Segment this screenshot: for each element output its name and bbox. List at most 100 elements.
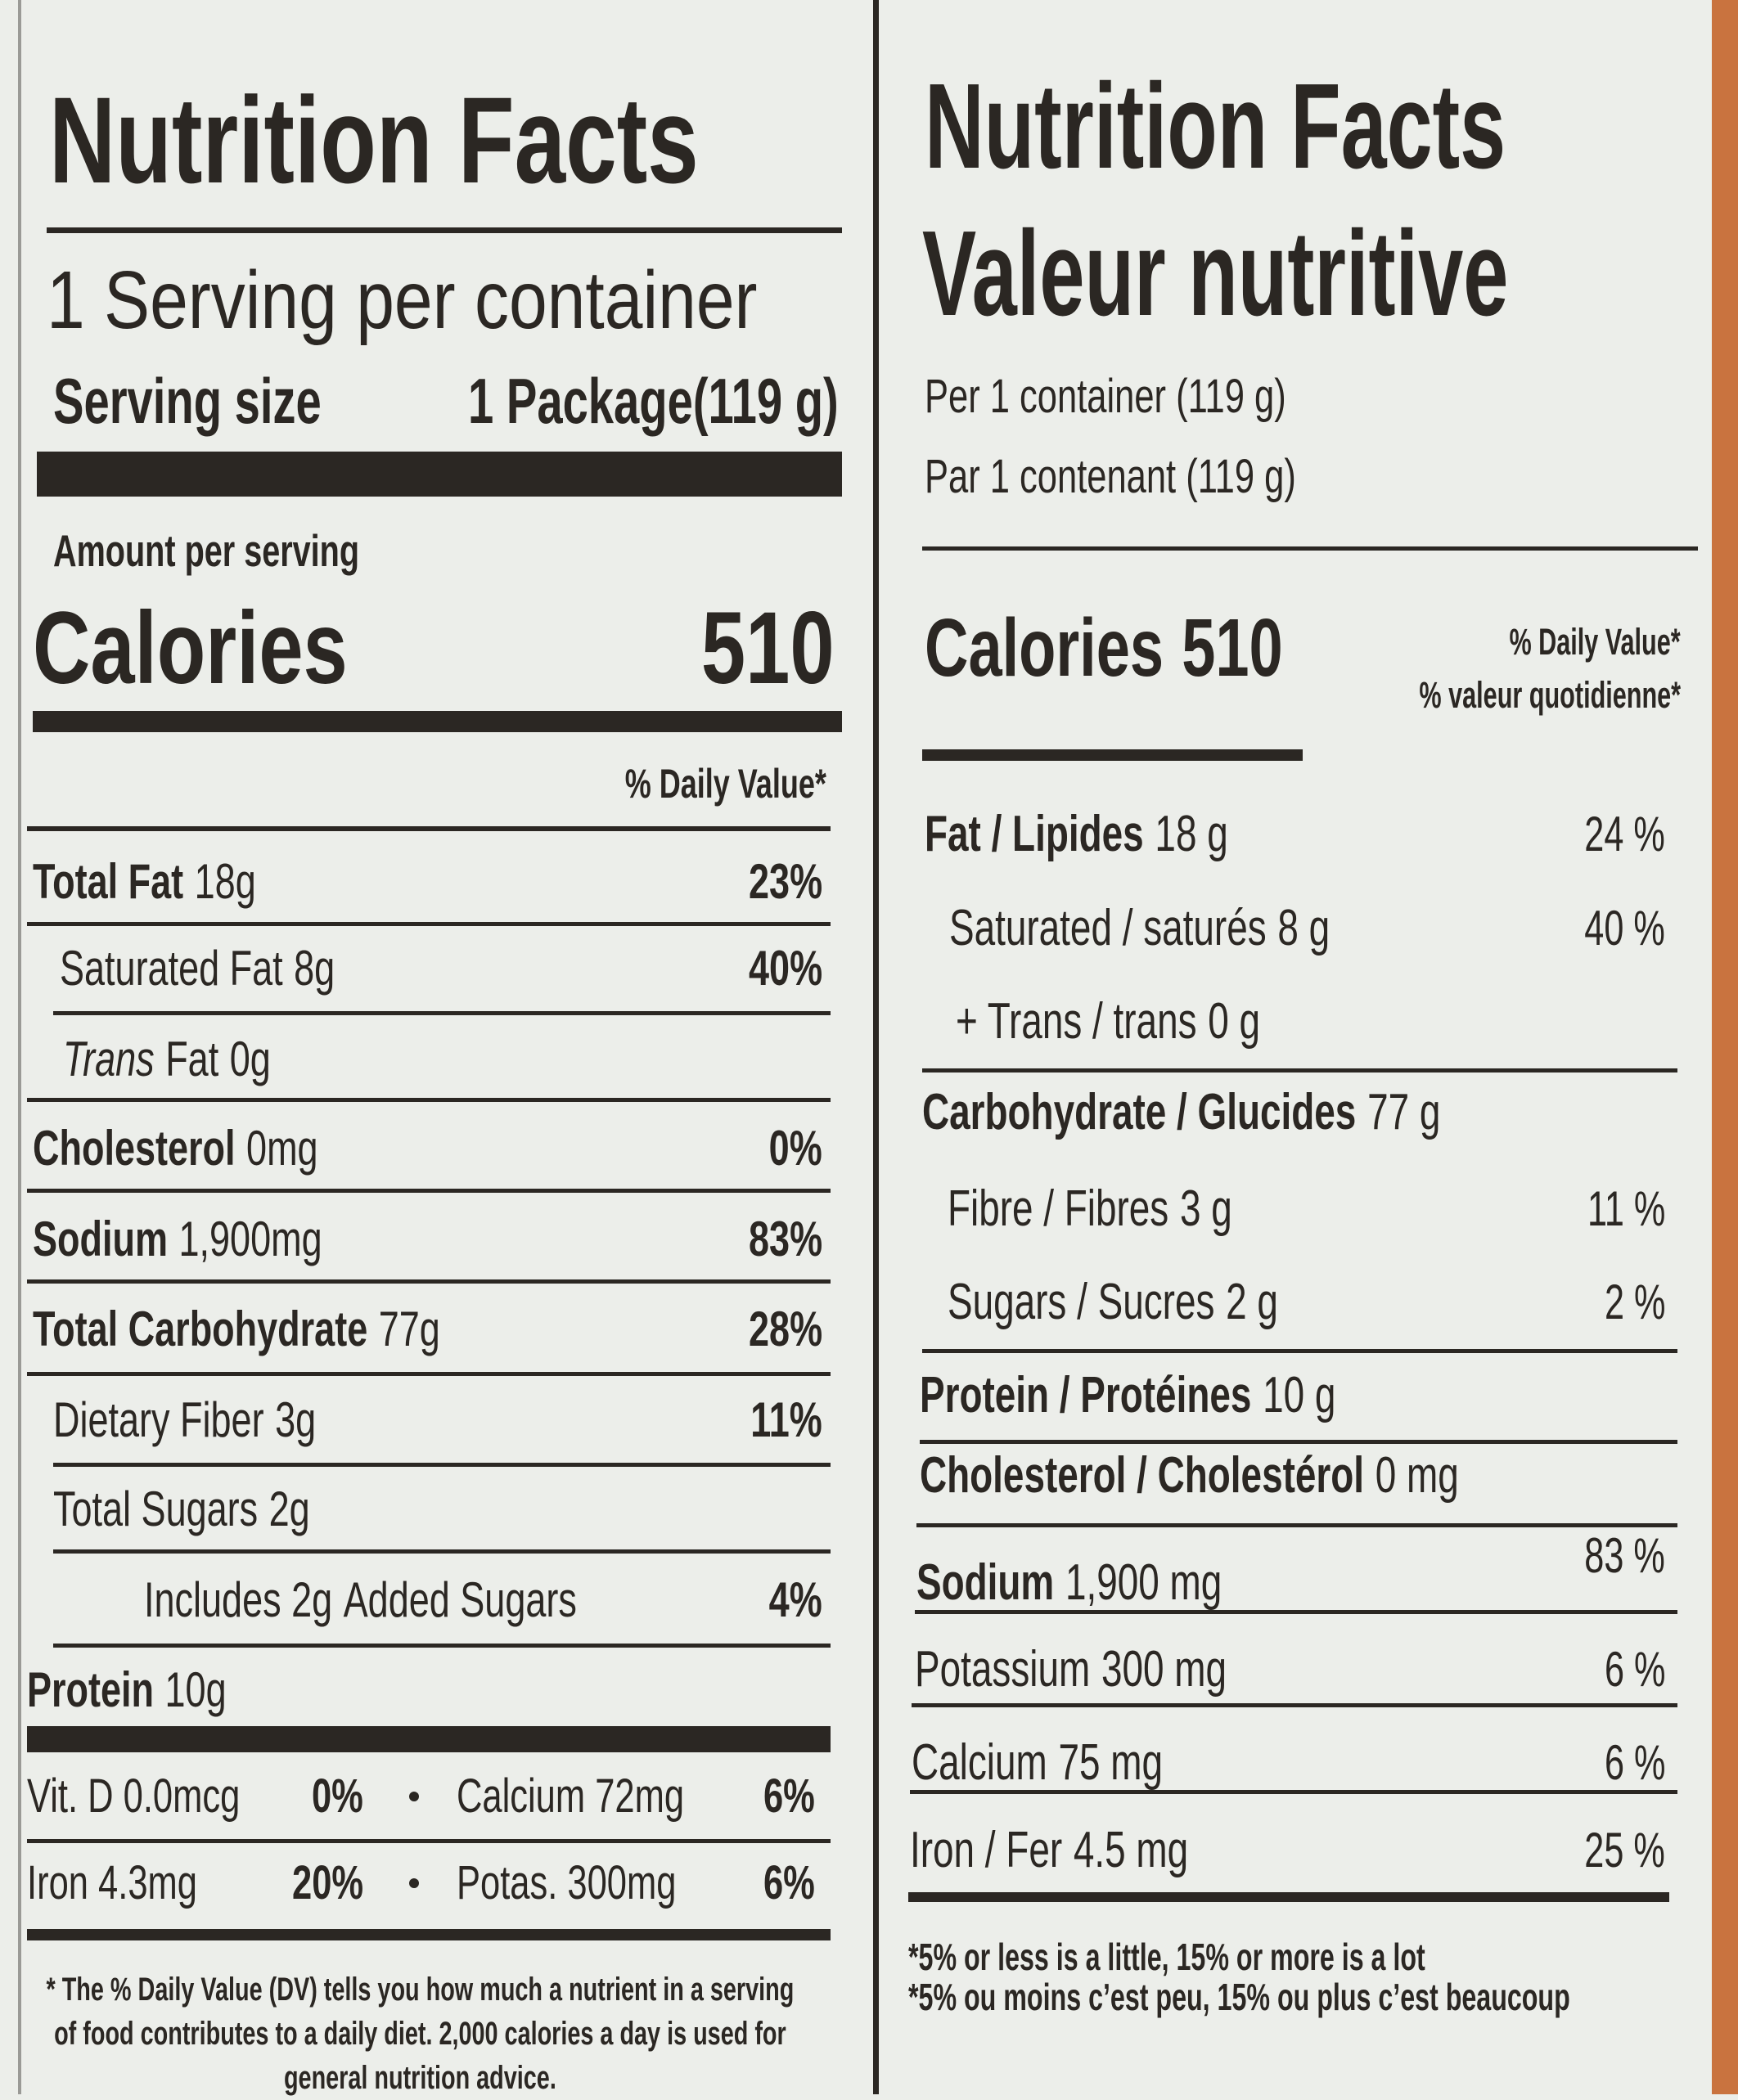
- nutrient-row-text: Protein / Protéines: [920, 1367, 1252, 1423]
- daily-value-text: 2 %: [1604, 1275, 1665, 1329]
- bullet: [409, 1878, 419, 1888]
- mineral-dv-text: 6%: [763, 1856, 815, 1909]
- daily-value-text: 0%: [768, 1121, 822, 1176]
- package-edge: [1712, 0, 1738, 2094]
- daily-value-header-fr-text: % valeur quotidienne*: [1419, 673, 1681, 716]
- title: Nutrition Facts: [49, 79, 699, 201]
- rule: [33, 711, 842, 732]
- mineral-dv: 20%: [292, 1859, 363, 1907]
- mineral: Potas. 300mg: [457, 1859, 676, 1907]
- daily-value: 83 %: [1585, 1531, 1665, 1581]
- mineral-dv-text: 20%: [291, 1856, 363, 1909]
- daily-value: 40 %: [1585, 904, 1665, 953]
- footnote: *5% or less is a little, 15% or more is …: [908, 1938, 1425, 1976]
- mineral-dv-text: 6%: [763, 1769, 815, 1823]
- mineral-text: Iron 4.3mg: [27, 1856, 197, 1909]
- rule: [37, 452, 842, 497]
- nutrient-row-text: Dietary Fiber: [53, 1392, 264, 1447]
- nutrient-row-text: Includes 2g: [144, 1572, 333, 1627]
- daily-value: 23%: [749, 857, 822, 906]
- nutrient-row-text: Fat / Lipides: [925, 806, 1144, 862]
- nutrient-row-text: Fat: [165, 1032, 219, 1086]
- nutrient-row: Fat / Lipides 18 g: [925, 809, 1228, 860]
- bullet: [409, 1792, 419, 1801]
- rule: [922, 749, 1303, 761]
- mineral-text: Potas. 300mg: [457, 1856, 677, 1909]
- nutrient-row-text: 0 mg: [1375, 1447, 1459, 1504]
- amount-per-serving-text: Amount per serving: [53, 524, 360, 576]
- nutrient-row-text: 2g: [268, 1482, 310, 1536]
- nutrient-row-text: 0g: [229, 1032, 271, 1086]
- nutrient-row: Dietary Fiber 3g: [53, 1396, 316, 1445]
- nutrient-row-text: 8 g: [1277, 900, 1331, 956]
- left-edge: [18, 0, 21, 2094]
- nutrient-row-text: 0mg: [246, 1121, 318, 1176]
- daily-value: 0%: [769, 1124, 822, 1173]
- daily-value: 4%: [769, 1576, 822, 1625]
- mineral: Iron 4.3mg: [27, 1859, 197, 1907]
- footnote: * The % Daily Value (DV) tells you how m…: [46, 1972, 795, 2096]
- nutrient-row: Includes 2g Added Sugars: [144, 1576, 577, 1625]
- rule: [915, 1610, 1677, 1614]
- daily-value: 25 %: [1585, 1826, 1665, 1875]
- nutrient-row: Potassium 300 mg: [915, 1644, 1227, 1695]
- mineral-text: Calcium 72mg: [457, 1769, 685, 1823]
- rule: [27, 922, 831, 926]
- daily-value-text: 11 %: [1587, 1181, 1665, 1236]
- rule: [922, 546, 1698, 551]
- nutrient-row-text: Cholesterol: [33, 1121, 236, 1176]
- daily-value: 6 %: [1605, 1738, 1665, 1787]
- mineral-dv: 0%: [312, 1773, 363, 1820]
- nutrient-row: Cholesterol 0mg: [33, 1124, 318, 1173]
- nutrient-row-text: 77 g: [1367, 1084, 1441, 1140]
- daily-value-text: 6 %: [1604, 1735, 1665, 1790]
- nutrient-row-text: Saturated Fat: [60, 941, 283, 996]
- mineral-dv: 6%: [763, 1859, 815, 1907]
- panel-divider: [873, 0, 879, 2094]
- rule: [27, 1726, 831, 1752]
- rule: [27, 1189, 831, 1193]
- rule: [47, 227, 842, 233]
- rule: [53, 1644, 831, 1648]
- nutrient-row-text: Added Sugars: [343, 1572, 577, 1627]
- daily-value-text: 83 %: [1584, 1528, 1665, 1583]
- rule: [922, 1349, 1677, 1353]
- rule: [53, 1549, 831, 1554]
- title-fr: Valeur nutritive: [922, 214, 1508, 335]
- nutrient-row-text: 3g: [275, 1392, 317, 1447]
- title-text: Nutrition Facts: [49, 71, 699, 209]
- daily-value: 83%: [749, 1215, 822, 1264]
- nutrient-row-text: 300 mg: [1101, 1641, 1227, 1698]
- daily-value-text: 28%: [748, 1302, 822, 1356]
- nutrient-row: Sugars / Sucres 2 g: [948, 1277, 1278, 1328]
- nutrient-row: Protein 10g: [27, 1666, 227, 1715]
- daily-value-text: 4%: [768, 1572, 822, 1627]
- nutrient-row-text: Total Sugars: [53, 1482, 259, 1536]
- nutrient-row-text: Total Carbohydrate: [33, 1302, 368, 1356]
- daily-value-text: 23%: [748, 854, 822, 909]
- footnote-fr: *5% ou moins c’est peu, 15% ou plus c’es…: [908, 1978, 1570, 2016]
- nutrient-row-text: Total Fat: [33, 854, 184, 909]
- daily-value-header: % Daily Value*: [625, 763, 826, 804]
- calories-text: 510: [1182, 602, 1283, 694]
- daily-value-text: 83%: [748, 1212, 822, 1266]
- rule: [922, 1068, 1677, 1072]
- nutrient-row-text: 10 g: [1263, 1367, 1336, 1423]
- mineral: Vit. D 0.0mcg: [27, 1773, 240, 1820]
- calories-text: Calories: [925, 602, 1164, 694]
- nutrient-row-text: Sodium: [916, 1554, 1055, 1611]
- daily-value: 28%: [749, 1305, 822, 1354]
- mineral: Calcium 72mg: [457, 1773, 684, 1820]
- rule: [53, 1463, 831, 1467]
- nutrient-row-text: 18g: [194, 854, 256, 909]
- amount-per-serving: Amount per serving: [53, 528, 359, 573]
- nutrient-row-text: Sugars / Sucres: [948, 1274, 1215, 1330]
- nutrient-row: Sodium 1,900mg: [33, 1215, 322, 1264]
- nutrient-row-text: 18 g: [1155, 806, 1228, 862]
- servings-text: 1 Serving per container: [47, 254, 758, 346]
- nutrient-row-text: Trans: [63, 1032, 155, 1086]
- title-text: Nutrition Facts: [925, 59, 1506, 194]
- nutrient-row-text: + Trans / trans: [956, 993, 1197, 1050]
- nutrient-row-text: Protein: [27, 1662, 155, 1717]
